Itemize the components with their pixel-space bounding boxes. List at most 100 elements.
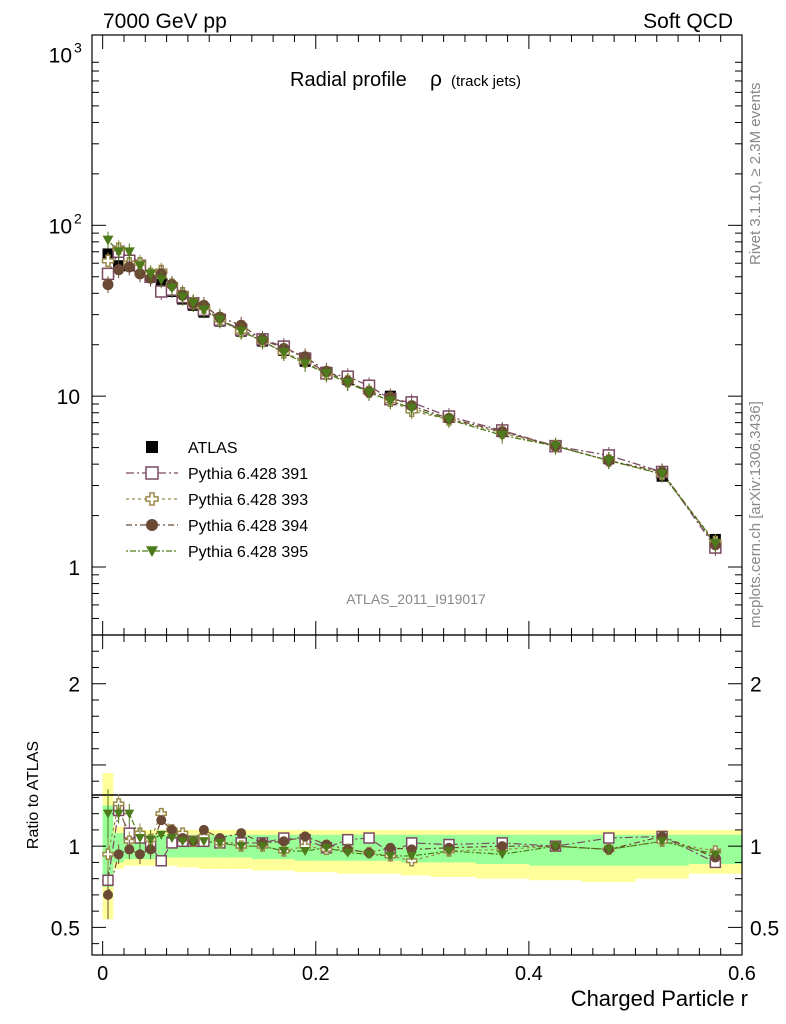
header-left: 7000 GeV pp: [103, 10, 227, 33]
ratio-point-circle-filled: [113, 849, 124, 860]
y-tick-label-exponent: 2: [74, 210, 82, 226]
data-point-triangle-down-filled: [198, 305, 210, 316]
data-point-triangle-down-filled: [166, 283, 178, 294]
legend-entry: ATLAS: [188, 440, 238, 457]
ratio-point-triangle-down-filled: [145, 835, 156, 845]
x-tick-label: 0.6: [728, 963, 756, 985]
legend-marker: [145, 466, 159, 480]
ratio-point-triangle-down-filled: [657, 837, 668, 847]
ratio-point-circle-filled: [124, 844, 135, 855]
ratio-y-tick-label: 2: [68, 674, 80, 697]
ratio-point-triangle-down-filled: [603, 845, 614, 855]
data-point-triangle-down-filled: [363, 388, 375, 399]
ratio-point-triangle-down-filled: [198, 837, 209, 847]
data-point-triangle-down-filled: [145, 269, 157, 280]
ratio-point-triangle-down-filled: [342, 848, 353, 858]
ratio-panel: 0 0.2 0.4 0.6 0.5 0.5 1 1 2 2 Ratio to ATLAS Char…: [25, 634, 779, 1011]
x-axis-label: Charged Particle r: [571, 986, 748, 1011]
ratio-point-cross-open: [102, 848, 114, 861]
ratio-point-circle-filled: [102, 889, 113, 900]
y-tick-label: 10: [57, 386, 80, 409]
legend-entry: Pythia 6.428 391: [188, 466, 308, 483]
ratio-point-circle-filled: [198, 824, 209, 835]
ratio-y-tick-label-right: 0.5: [750, 917, 779, 940]
ratio-point-square-open: [603, 832, 615, 844]
legend-marker: [146, 519, 158, 531]
data-point-triangle-down-filled: [299, 359, 311, 370]
data-point-triangle-down-filled: [384, 396, 396, 407]
ratio-point-triangle-down-filled: [710, 850, 721, 860]
ratio-point-triangle-down-filled: [102, 809, 113, 819]
ratio-point-circle-filled: [166, 824, 177, 835]
data-point-triangle-down-filled: [235, 326, 247, 337]
ratio-point-triangle-down-filled: [443, 847, 454, 857]
data-point-triangle-down-filled: [550, 441, 562, 452]
ratio-y-tick-label: 1: [68, 836, 80, 859]
legend-entry: Pythia 6.428 395: [188, 544, 308, 561]
series-line: [107, 266, 716, 546]
ratio-point-triangle-down-filled: [300, 847, 311, 857]
ratio-point-circle-filled: [300, 831, 311, 842]
ratio-point-triangle-down-filled: [156, 830, 167, 840]
data-point-triangle-down-filled: [443, 415, 455, 426]
ratio-point-triangle-down-filled: [364, 850, 375, 860]
data-point-triangle-down-filled: [102, 235, 114, 246]
ratio-y-tick-label-right: 2: [750, 674, 762, 697]
legend-marker: [146, 546, 158, 557]
legend-marker: [145, 492, 159, 506]
ratio-y-tick-label: 0.5: [51, 917, 80, 940]
data-point-triangle-down-filled: [155, 275, 167, 286]
ratio-point-triangle-down-filled: [188, 837, 199, 847]
ratio-point-circle-filled: [278, 836, 289, 847]
data-point-triangle-down-filled: [603, 456, 615, 467]
main-title-suffix: (track jets): [451, 73, 521, 90]
ratio-point-triangle-down-filled: [214, 838, 225, 848]
x-tick-label: 0: [97, 963, 108, 985]
ratio-point-triangle-down-filled: [321, 843, 332, 853]
ratio-point-triangle-down-filled: [550, 842, 561, 852]
y-tick-label: 10: [49, 215, 72, 238]
ratio-point-triangle-down-filled: [406, 851, 417, 861]
data-point-triangle-down-filled: [709, 538, 721, 549]
ratio-point-square-open: [341, 833, 354, 846]
ratio-point-triangle-down-filled: [134, 834, 145, 844]
ratio-point-square-open: [155, 855, 168, 867]
ratio-y-tick-label-right: 1: [750, 836, 762, 859]
ratio-point-triangle-down-filled: [385, 851, 396, 861]
data-point-triangle-down-filled: [320, 368, 332, 379]
x-tick-label: 0.4: [515, 963, 543, 985]
data-point-triangle-down-filled: [187, 298, 199, 309]
header-right: Soft QCD: [643, 10, 733, 33]
data-point-triangle-down-filled: [342, 378, 354, 389]
y-tick-label: 1: [68, 557, 80, 580]
x-tick-label: 0.2: [302, 963, 330, 985]
main-title-symbol: ρ: [430, 68, 442, 91]
data-point-circle-filled: [102, 279, 114, 291]
main-title: Radial profile: [290, 69, 407, 91]
ratio-point-triangle-down-filled: [124, 809, 135, 819]
data-point-cross-open: [101, 254, 115, 268]
series-line: [107, 239, 716, 544]
ratio-point-circle-filled: [497, 841, 508, 852]
legend-entry: Pythia 6.428 393: [188, 492, 308, 509]
data-point-triangle-down-filled: [256, 336, 268, 347]
y-tick-label: 10: [49, 44, 72, 67]
data-point-circle-filled: [123, 261, 135, 273]
ratio-point-triangle-down-filled: [177, 837, 188, 847]
ratio-point-triangle-down-filled: [497, 850, 508, 860]
data-point-triangle-down-filled: [123, 247, 135, 258]
ratio-band-stat-uncertainty: [155, 834, 167, 858]
legend: ATLAS Pythia 6.428 391 Pythia 6.428 393 Pyt…: [126, 440, 308, 561]
ratio-ylabel: Ratio to ATLAS: [25, 741, 42, 849]
legend-entry: Pythia 6.428 394: [188, 518, 308, 535]
ratio-point-triangle-down-filled: [113, 809, 124, 819]
ratio-point-triangle-down-filled: [166, 834, 177, 844]
ratio-point-square-open: [363, 832, 375, 844]
rivet-label: Rivet 3.1.10, ≥ 2.3M events: [747, 83, 764, 266]
y-tick-label-exponent: 3: [74, 39, 82, 55]
data-point-triangle-down-filled: [656, 469, 668, 480]
data-point-triangle-down-filled: [406, 403, 418, 414]
ratio-point-circle-filled: [156, 815, 167, 826]
data-point-triangle-down-filled: [278, 348, 290, 359]
